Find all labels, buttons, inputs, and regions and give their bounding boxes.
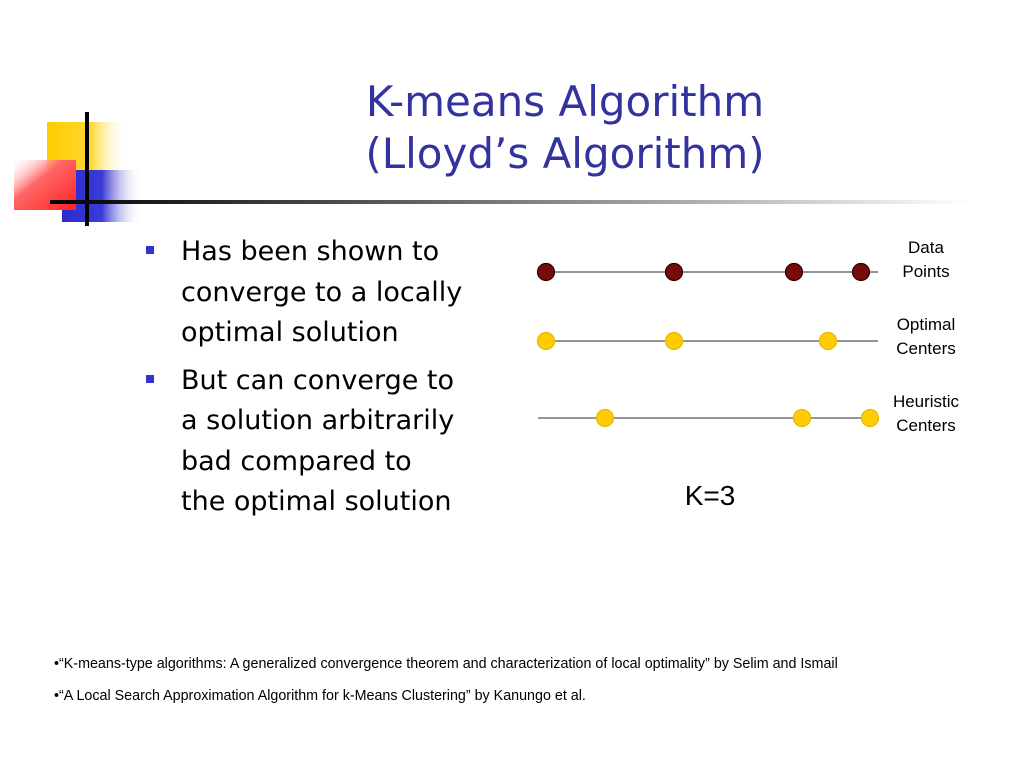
data-point [851,262,871,282]
optimal-center-point [664,331,684,351]
bullet-item: Has been shown to converge to a locally … [142,232,512,354]
decorative-corner-logo [14,112,970,226]
heuristic-center-point [860,408,880,428]
label-line: Data [908,238,944,257]
bullet-text: But can converge to a solution arbitrari… [181,361,512,523]
optimal-center-point [536,331,556,351]
reference-item: •“A Local Search Approximation Algorithm… [54,687,586,704]
deco-vertical-bar [85,112,89,226]
bullet-text: Has been shown to converge to a locally … [181,232,512,354]
data-points-label: Data Points [876,236,976,284]
heuristic-center-point [595,408,615,428]
bullet-item: But can converge to a solution arbitrari… [142,361,512,523]
bullet-line: Has been shown to [181,236,440,267]
optimal-center-point [818,331,838,351]
label-line: Centers [896,416,956,435]
bullet-line: But can converge to [181,364,455,396]
bullet-line: a solution arbitrarily [181,405,455,436]
bullet-line: converge to a locally [181,276,463,308]
label-line: Optimal [896,315,956,334]
optimal-centers-label: Optimal Centers [876,313,976,361]
bullet-list: Has been shown to converge to a locally … [142,232,512,530]
references-list: •“K-means-type algorithms: A generalized… [54,654,1014,717]
title-rule [50,200,970,204]
slide-title: K-means Algorithm (Lloyd’s Algorithm) [300,76,830,180]
data-point [536,262,556,282]
bullet-line: optimal solution [181,317,399,348]
square-bullet-icon [146,374,154,383]
label-line: Centers [896,339,956,358]
label-line: Heuristic [892,392,960,411]
data-point [784,262,804,282]
title-line-2: (Lloyd’s Algorithm) [365,129,765,178]
heuristic-centers-label: Heuristic Centers [876,390,976,438]
reference-item: •“K-means-type algorithms: A generalized… [54,656,838,672]
data-point [664,262,684,282]
label-line: Points [902,262,950,281]
bullet-line: bad compared to [181,445,412,477]
k-value-label: K=3 [684,480,736,511]
title-line-1: K-means Algorithm [365,77,765,126]
square-bullet-icon [146,246,154,254]
bullet-line: the optimal solution [181,486,452,517]
heuristic-center-point [792,408,812,428]
